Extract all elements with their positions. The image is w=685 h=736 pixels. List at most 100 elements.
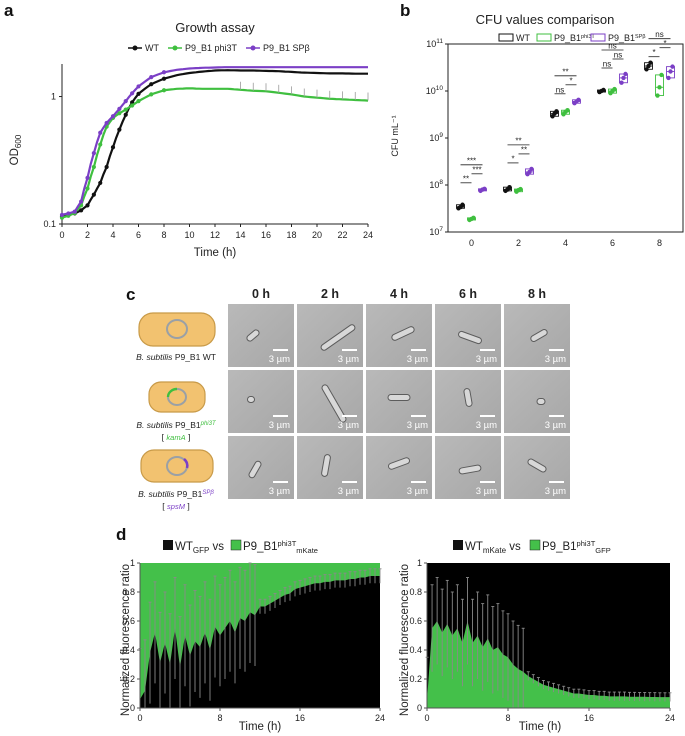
fluor-y-tick-label-2: 0.2 — [122, 674, 135, 684]
cfu-sig-label: *** — [472, 165, 481, 174]
micrograph-r2-c0 — [228, 436, 294, 499]
cfu-sig-label: ns — [603, 59, 611, 68]
growth-point-0 — [130, 100, 135, 105]
cfu-point-0 — [554, 109, 559, 114]
fluor1-xlabel: Time (h) — [239, 721, 282, 733]
growth-x-tick-label: 4 — [110, 230, 115, 240]
strain-caption-spb: B. subtilis P9_B1SPβ — [138, 489, 214, 499]
growth-point-2 — [85, 175, 90, 180]
scale-bar-label: 3 µm — [338, 354, 359, 365]
legend-dot-phi3t — [172, 45, 178, 51]
growth-title: Growth assay — [175, 20, 255, 35]
fluor2-plot-area: 0 8 16 24 0 0.2 0.4 0.6 0.8 1 — [409, 558, 675, 723]
bacterium-cell — [463, 388, 473, 407]
growth-point-2 — [59, 212, 65, 217]
growth-point-2 — [98, 130, 103, 135]
cfu-point-2 — [482, 186, 487, 192]
time-header-8h: 8 h — [528, 287, 546, 301]
cfu-sig-label: ** — [515, 136, 521, 145]
growth-point-2 — [130, 91, 135, 96]
scale-bar-label: 3 µm — [338, 420, 359, 431]
bacterium-cell — [248, 460, 262, 479]
prophage-insert-spb — [183, 457, 189, 469]
fluor-y-tick-label-2: 0 — [130, 703, 135, 713]
fluor-x-tick-label-3: 24 — [665, 713, 675, 723]
fluor2-ylabel: Normalized fluorescence ratio — [399, 564, 411, 716]
growth-point-2 — [79, 199, 84, 204]
scale-bar-label: 3 µm — [269, 354, 290, 365]
fluor-y-tick-label-2: 0.8 — [122, 587, 135, 597]
scale-bar-label: 3 µm — [476, 354, 497, 365]
fluor1-legend: WTGFP vs P9_B1phi3TmKate — [163, 539, 318, 555]
growth-point-0 — [136, 91, 141, 96]
micrograph-r1-c2 — [366, 370, 432, 433]
scale-bar-label: 3 µm — [407, 486, 428, 497]
fluor2-legend-text-mutant: P9_B1phi3TGFP — [542, 539, 611, 555]
cfu-point-2 — [576, 97, 581, 102]
growth-x-tick-label: 12 — [210, 230, 220, 240]
strain-caption-wt: B. subtilis P9_B1 WT — [136, 352, 216, 362]
growth-x-tick-label: 0 — [59, 230, 64, 240]
cfu-legend-label-phi3t: P9_B1phi3T — [554, 33, 595, 43]
fluor-x-tick-label-3: 16 — [584, 713, 594, 723]
fluor2-legend-text: WTmKate vs — [465, 541, 521, 555]
fluor-y-tick-label-3: 0 — [417, 703, 422, 713]
growth-point-2 — [91, 150, 96, 156]
growth-point-1 — [136, 99, 141, 104]
cfu-sig-label: ** — [463, 174, 469, 183]
fluor-x-tick-label-3: 0 — [424, 713, 429, 723]
growth-ylabel: OD600 — [9, 134, 23, 165]
fluor-x-tick-label-2: 16 — [295, 713, 305, 723]
growth-point-0 — [110, 145, 116, 150]
cell-schematic-phi3t — [148, 381, 206, 413]
cfu-y-tick-label: 107 — [429, 226, 443, 237]
growth-point-0 — [79, 208, 84, 213]
microscopy-headers: 0 h 2 h 4 h 6 h 8 h — [252, 287, 546, 301]
microscopy-grid: 3 µm 3 µm 3 µm 3 µm 3 µm 3 µm 3 µm 3 µm 3 µm 3 µm… — [228, 304, 570, 499]
growth-x-tick-label: 24 — [363, 230, 373, 240]
growth-ylabel-sub: 600 — [14, 134, 23, 148]
growth-point-2 — [72, 209, 77, 214]
bacterium-cell — [536, 398, 546, 405]
bacterium-cell — [391, 326, 415, 341]
growth-line-1 — [61, 87, 369, 219]
growth-point-0 — [149, 82, 154, 87]
micrograph-r0-c0 — [228, 304, 294, 367]
legend-dot-wt — [132, 45, 138, 51]
growth-point-1 — [123, 107, 128, 112]
cfu-y-tick-label: 1010 — [426, 85, 444, 96]
bacterium-cell — [387, 394, 411, 401]
fluor1-legend-box-wt — [163, 540, 173, 550]
growth-point-0 — [104, 164, 109, 170]
growth-point-2 — [117, 106, 122, 111]
cfu-legend: WT P9_B1phi3T P9_B1SPβ — [498, 33, 646, 43]
growth-point-0 — [117, 127, 122, 132]
cfu-point-1 — [612, 86, 617, 92]
cfu-legend-label-spb: P9_B1SPβ — [608, 33, 646, 43]
time-header-4h: 4 h — [390, 287, 408, 301]
cfu-sig-label: ns — [655, 30, 663, 39]
cfu-x-tick-label: 8 — [657, 238, 662, 248]
fluor1-legend-text: WTGFP vs — [175, 541, 224, 555]
fluor-y-tick-label-3: 0.2 — [409, 674, 422, 684]
scale-bar-label: 3 µm — [269, 420, 290, 431]
cfu-sig-label: * — [652, 48, 655, 57]
fluor2-legend-box-wt — [453, 540, 463, 550]
strain-caption-phi3t: B. subtilis P9_B1phi3T — [136, 420, 217, 430]
fluor-y-tick-label-2: 0.4 — [122, 645, 135, 655]
cfu-legend-box-spb — [590, 33, 606, 42]
bacterium-cell — [321, 454, 331, 477]
cfu-point-0 — [507, 184, 512, 190]
cfu-sig-label: ** — [521, 145, 527, 154]
bacterium-cell — [246, 329, 260, 342]
growth-x-tick-label: 6 — [136, 230, 141, 240]
cfu-point-0 — [646, 63, 651, 69]
cfu-sig-label: ** — [562, 67, 568, 76]
legend-dot-spb — [250, 45, 256, 51]
cfu-point-2 — [619, 80, 624, 85]
bacterium-cell — [527, 458, 547, 473]
growth-x-tick-label: 2 — [85, 230, 90, 240]
fluor-x-tick-label-3: 8 — [505, 713, 510, 723]
cfu-legend-box-wt — [498, 33, 514, 42]
fluor-y-tick-label-3: 0.4 — [409, 645, 422, 655]
